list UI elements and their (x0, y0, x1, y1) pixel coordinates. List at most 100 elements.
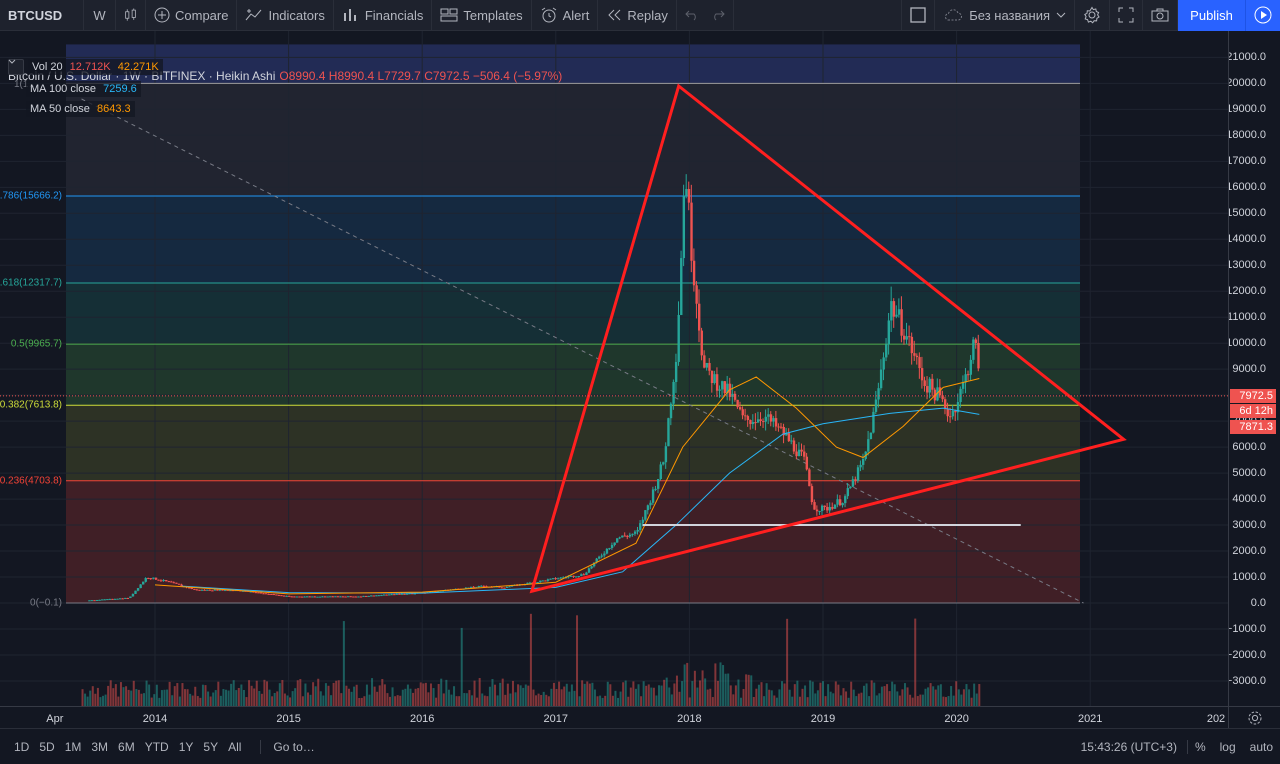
volume-bar (768, 689, 771, 706)
range-button-1y[interactable]: 1Y (178, 739, 194, 754)
time-tick: 202 (1206, 713, 1226, 725)
range-button-all[interactable]: All (228, 739, 242, 754)
rewind-icon (608, 9, 621, 21)
legend-volume-row[interactable]: Vol 20 12.712K 42.271K (8, 59, 163, 75)
layout-name-button[interactable]: Без названия (935, 0, 1075, 31)
volume-bar (455, 696, 458, 706)
volume-bar (780, 681, 783, 706)
candle-body (810, 486, 814, 503)
volume-bar (265, 681, 268, 706)
volume-bar (934, 689, 937, 706)
candle-body (108, 598, 112, 600)
candle-body (336, 596, 340, 598)
cloud-icon (945, 9, 963, 21)
candle-body (403, 593, 406, 595)
volume-bar (86, 696, 89, 706)
candle-body (872, 411, 875, 433)
range-button-6m[interactable]: 6M (118, 739, 135, 754)
volume-bar (978, 684, 981, 706)
clock-timezone[interactable]: 15:43:26 (UTC+3) (1071, 739, 1188, 754)
volume-bar (419, 682, 422, 706)
candle-body (405, 593, 409, 595)
alert-button[interactable]: Alert (532, 0, 599, 31)
go-to-date-button[interactable]: Go to… (260, 739, 315, 754)
volume-bar (968, 689, 971, 706)
volume-bar (335, 680, 338, 706)
volume-bar (227, 690, 230, 706)
chart-type-button[interactable] (116, 0, 146, 31)
candle-body (290, 596, 294, 598)
interval-button[interactable]: W (84, 0, 116, 31)
undo-redo-group (677, 0, 734, 31)
volume-bar (283, 693, 286, 706)
symbol-search[interactable]: BTCUSD (0, 0, 84, 31)
range-button-1m[interactable]: 1M (64, 739, 82, 754)
volume-bar (381, 679, 384, 706)
auto-toggle[interactable]: auto (1249, 739, 1273, 754)
templates-button[interactable]: Templates (432, 0, 532, 31)
legend-ma50-row[interactable]: MA 50 close 8643.3 (26, 101, 135, 117)
price-tick: 11000.0 (1228, 311, 1266, 324)
range-button-3m[interactable]: 3M (91, 739, 109, 754)
volume-bar (711, 697, 714, 706)
fullscreen-button[interactable] (1110, 0, 1143, 31)
time-axis[interactable]: Apr 2014 2015 2016 2017 2018 2019 2020 2021 202 (0, 706, 1228, 728)
candle-body (136, 588, 140, 591)
publish-button[interactable]: Publish (1178, 0, 1246, 31)
candle-body (118, 598, 122, 600)
range-button-5d[interactable]: 5D (39, 739, 55, 754)
candle-body (572, 575, 575, 577)
candle-body (708, 363, 711, 371)
candle-body (767, 414, 770, 417)
snapshot-button[interactable] (1143, 0, 1178, 31)
replay-button[interactable]: Replay (598, 0, 677, 31)
settings-button[interactable] (1075, 0, 1110, 31)
redo-icon[interactable] (711, 9, 725, 21)
candle-body (908, 336, 911, 338)
volume-bar (529, 613, 532, 706)
range-button-5y[interactable]: 5Y (203, 739, 219, 754)
volume-bar (855, 696, 858, 706)
candle-body (267, 593, 270, 595)
price-tick: 21000.0 (1228, 51, 1266, 64)
axis-settings-button[interactable] (1228, 706, 1280, 728)
publish-video-button[interactable] (1246, 0, 1280, 31)
volume-bar (927, 687, 930, 706)
chart-pane[interactable]: Bitcoin / U.S. Dollar · 1W · BITFINEX · … (0, 31, 1228, 706)
candle-body (298, 596, 301, 598)
candle-body (346, 596, 350, 598)
candle-body (633, 531, 637, 534)
financials-button[interactable]: Financials (334, 0, 433, 31)
candle-body (951, 410, 955, 417)
range-button-ytd[interactable]: YTD (144, 739, 169, 754)
price-axis[interactable]: 21000.0 20000.0 19000.0 18000.0 17000.0 16000… (1228, 31, 1280, 706)
candle-body (88, 600, 91, 602)
price-chart[interactable] (0, 31, 1228, 706)
volume-bar (957, 689, 960, 706)
undo-icon[interactable] (685, 9, 699, 21)
volume-bar (965, 684, 968, 706)
volume-bar (542, 691, 545, 706)
templates-label: Templates (463, 7, 523, 23)
candle-body (357, 596, 360, 598)
volume-bar (583, 683, 586, 706)
candle-body (746, 416, 750, 421)
fullscreen-toggle[interactable] (901, 0, 936, 31)
volume-bar (706, 689, 709, 706)
collapse-indicators-button[interactable] (8, 59, 24, 75)
compare-button[interactable]: Compare (146, 0, 238, 31)
volume-bar (240, 684, 243, 706)
legend-ma100-row[interactable]: MA 100 close 7259.6 (26, 81, 141, 97)
volume-bar (271, 696, 274, 706)
indicators-button[interactable]: Indicators (237, 0, 334, 31)
log-toggle[interactable]: log (1219, 739, 1236, 754)
percent-toggle[interactable]: % (1194, 739, 1206, 754)
volume-bar (611, 695, 614, 706)
candle-body (129, 596, 132, 599)
volume-bar (440, 678, 443, 706)
volume-bar (155, 684, 158, 706)
volume-bar (663, 679, 666, 706)
candle-body (377, 595, 381, 597)
volume-bar (317, 678, 320, 706)
range-button-1d[interactable]: 1D (14, 739, 30, 754)
